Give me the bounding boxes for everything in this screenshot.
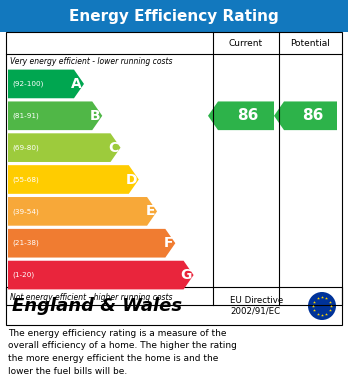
Text: A: A bbox=[71, 77, 82, 91]
Bar bbox=[6, 287, 342, 325]
Polygon shape bbox=[8, 133, 120, 162]
Text: Energy Efficiency Rating: Energy Efficiency Rating bbox=[69, 9, 279, 23]
Text: Potential: Potential bbox=[291, 38, 331, 47]
Text: The energy efficiency rating is a measure of the
overall efficiency of a home. T: The energy efficiency rating is a measur… bbox=[8, 329, 237, 375]
Text: England & Wales: England & Wales bbox=[12, 297, 182, 315]
Polygon shape bbox=[8, 165, 139, 194]
Polygon shape bbox=[8, 70, 84, 98]
Polygon shape bbox=[8, 101, 102, 130]
Text: Very energy efficient - lower running costs: Very energy efficient - lower running co… bbox=[10, 57, 173, 66]
Polygon shape bbox=[274, 101, 337, 130]
Text: D: D bbox=[125, 172, 137, 187]
Polygon shape bbox=[8, 197, 157, 226]
Polygon shape bbox=[8, 229, 175, 258]
Text: Current: Current bbox=[229, 38, 263, 47]
Text: (1-20): (1-20) bbox=[12, 272, 34, 278]
Polygon shape bbox=[8, 261, 193, 289]
Text: E: E bbox=[145, 204, 155, 218]
Text: G: G bbox=[180, 268, 192, 282]
Text: 86: 86 bbox=[237, 108, 259, 123]
Text: (69-80): (69-80) bbox=[12, 144, 39, 151]
Text: (21-38): (21-38) bbox=[12, 240, 39, 246]
Text: B: B bbox=[90, 109, 100, 123]
Text: (39-54): (39-54) bbox=[12, 208, 39, 215]
Text: (81-91): (81-91) bbox=[12, 113, 39, 119]
Polygon shape bbox=[208, 101, 274, 130]
Text: Not energy efficient - higher running costs: Not energy efficient - higher running co… bbox=[10, 294, 173, 303]
Text: (55-68): (55-68) bbox=[12, 176, 39, 183]
Bar bbox=[0, 0, 348, 32]
Circle shape bbox=[308, 292, 336, 320]
Text: (92-100): (92-100) bbox=[12, 81, 44, 87]
Text: C: C bbox=[108, 141, 119, 155]
Text: EU Directive
2002/91/EC: EU Directive 2002/91/EC bbox=[230, 296, 283, 316]
Bar bbox=[6, 32, 342, 305]
Text: F: F bbox=[164, 236, 173, 250]
Text: 86: 86 bbox=[302, 108, 323, 123]
